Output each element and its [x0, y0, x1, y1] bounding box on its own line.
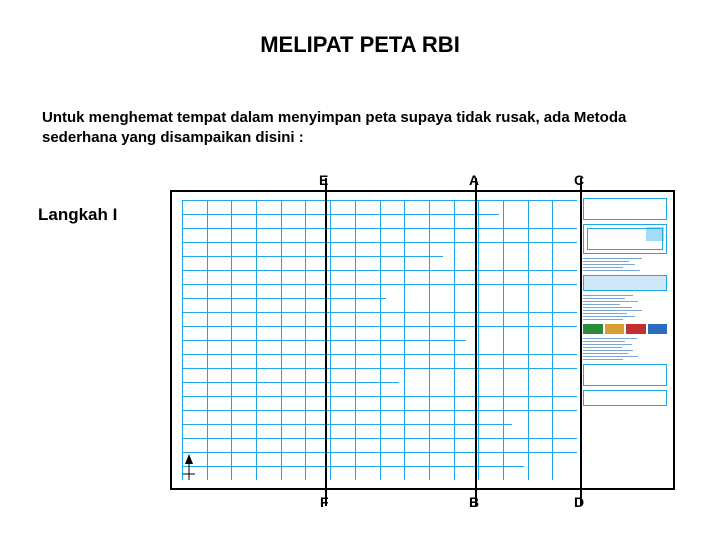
map-grid-area — [182, 200, 577, 480]
legend-block — [583, 390, 667, 406]
grid-h-line — [182, 382, 399, 383]
legend-block — [583, 198, 667, 220]
grid-v-line — [429, 200, 430, 480]
legend-color-row — [583, 324, 667, 334]
grid-v-line — [305, 200, 306, 480]
grid-v-line — [182, 200, 183, 480]
grid-h-line — [182, 466, 524, 467]
grid-v-line — [256, 200, 257, 480]
guide-label-bot-D: D — [574, 494, 584, 510]
legend-swatch — [583, 275, 667, 291]
grid-v-line — [454, 200, 455, 480]
step-label: Langkah I — [38, 205, 117, 225]
fold-guide-CD — [580, 178, 582, 506]
grid-v-line — [207, 200, 208, 480]
grid-v-line — [404, 200, 405, 480]
map-frame — [170, 190, 675, 490]
grid-v-line — [380, 200, 381, 480]
legend-text-lines — [583, 258, 667, 271]
grid-v-line — [231, 200, 232, 480]
grid-v-line — [281, 200, 282, 480]
grid-v-line — [355, 200, 356, 480]
grid-v-line — [330, 200, 331, 480]
legend-text-lines — [583, 338, 667, 360]
grid-h-line — [182, 214, 499, 215]
legend-block — [583, 364, 667, 386]
fold-guide-EF — [325, 178, 327, 506]
guide-label-bot-F: F — [320, 494, 329, 510]
page-subtitle: Untuk menghemat tempat dalam menyimpan p… — [42, 108, 700, 149]
grid-v-line — [528, 200, 529, 480]
compass-icon — [178, 454, 200, 482]
legend-text-lines — [583, 295, 667, 320]
legend-panel — [583, 198, 667, 484]
fold-guide-AB — [475, 178, 477, 506]
guide-label-bot-B: B — [469, 494, 479, 510]
map-fold-diagram: E A C — [170, 178, 680, 513]
page-title: MELIPAT PETA RBI — [0, 32, 720, 58]
grid-v-line — [503, 200, 504, 480]
legend-minimap — [583, 224, 667, 254]
grid-v-line — [552, 200, 553, 480]
grid-v-line — [478, 200, 479, 480]
